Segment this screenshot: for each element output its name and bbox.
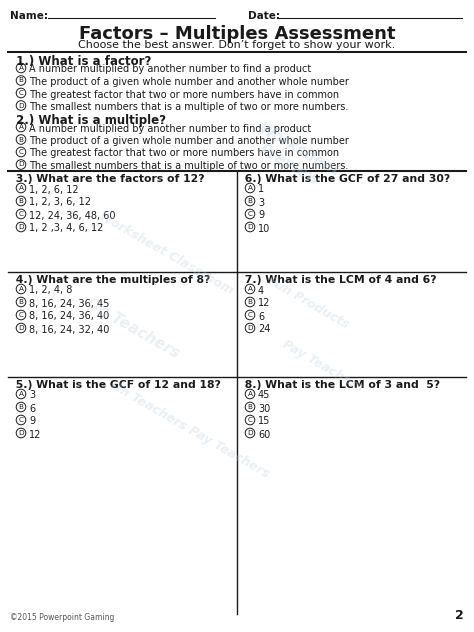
Text: 3: 3 <box>29 391 35 401</box>
Text: A: A <box>18 286 24 292</box>
Text: C: C <box>18 149 24 155</box>
Text: A: A <box>247 286 253 292</box>
Text: 8.) What is the LCM of 3 and  5?: 8.) What is the LCM of 3 and 5? <box>241 380 440 390</box>
Text: 1, 2 ,3, 4, 6, 12: 1, 2 ,3, 4, 6, 12 <box>29 224 103 233</box>
Text: 7.) What is the LCM of 4 and 6?: 7.) What is the LCM of 4 and 6? <box>241 275 437 285</box>
Text: B: B <box>18 137 24 142</box>
Text: D: D <box>247 430 253 436</box>
Text: A: A <box>247 185 253 191</box>
Text: D: D <box>18 162 24 167</box>
Text: 1: 1 <box>258 185 264 195</box>
Text: A: A <box>18 65 24 71</box>
Text: Factors – Multiples Assessment: Factors – Multiples Assessment <box>79 25 395 43</box>
Text: On Teachers: On Teachers <box>83 296 182 362</box>
Text: 12: 12 <box>29 430 41 439</box>
Text: 30: 30 <box>258 403 270 413</box>
Text: 45: 45 <box>258 391 270 401</box>
Text: C: C <box>18 211 24 217</box>
Text: C: C <box>247 417 253 423</box>
Text: C: C <box>18 417 24 423</box>
Text: B: B <box>18 78 24 83</box>
Text: The product of a given whole number and another whole number: The product of a given whole number and … <box>29 77 349 87</box>
Text: B: B <box>247 299 253 305</box>
Text: 6: 6 <box>29 403 35 413</box>
Text: D: D <box>18 430 24 436</box>
Text: On Teachers Pay Teachers: On Teachers Pay Teachers <box>108 379 272 481</box>
Text: 1, 2, 6, 12: 1, 2, 6, 12 <box>29 185 79 195</box>
Text: A: A <box>18 391 24 397</box>
Text: 3: 3 <box>258 197 264 207</box>
Text: The greatest factor that two or more numbers have in common: The greatest factor that two or more num… <box>29 149 339 159</box>
Text: A number multiplied by another number to find a product: A number multiplied by another number to… <box>29 123 311 133</box>
Text: The product of a given whole number and another whole number: The product of a given whole number and … <box>29 136 349 146</box>
Text: Choose the best answer. Don’t forget to show your work.: Choose the best answer. Don’t forget to … <box>78 40 396 50</box>
Text: 6: 6 <box>258 312 264 322</box>
Text: B: B <box>18 198 24 204</box>
Text: 60: 60 <box>258 430 270 439</box>
Text: C: C <box>18 312 24 318</box>
Text: 2: 2 <box>455 609 464 622</box>
Text: 8, 16, 24, 36, 45: 8, 16, 24, 36, 45 <box>29 298 109 308</box>
Text: A: A <box>247 391 253 397</box>
Text: 6.) What is the GCF of 27 and 30?: 6.) What is the GCF of 27 and 30? <box>241 174 450 184</box>
Text: 9: 9 <box>258 210 264 221</box>
Text: 8, 16, 24, 36, 40: 8, 16, 24, 36, 40 <box>29 312 109 322</box>
Text: Worksheet Classroom: Worksheet Classroom <box>96 209 236 296</box>
Text: 2.) What is a multiple?: 2.) What is a multiple? <box>12 114 166 127</box>
Text: 24: 24 <box>258 324 270 334</box>
Text: 9: 9 <box>29 416 35 427</box>
Text: 15: 15 <box>258 416 270 427</box>
Text: 4: 4 <box>258 286 264 296</box>
Text: B: B <box>18 404 24 410</box>
Text: D: D <box>18 224 24 230</box>
Text: A: A <box>18 185 24 191</box>
Text: 1, 2, 3, 6, 12: 1, 2, 3, 6, 12 <box>29 197 91 207</box>
Text: B: B <box>18 299 24 305</box>
Text: 8, 16, 24, 32, 40: 8, 16, 24, 32, 40 <box>29 324 109 334</box>
Text: D: D <box>247 224 253 230</box>
Text: A: A <box>18 124 24 130</box>
Text: 1.) What is a factor?: 1.) What is a factor? <box>12 55 151 68</box>
Text: 4.) What are the multiples of 8?: 4.) What are the multiples of 8? <box>12 275 210 285</box>
Text: The smallest numbers that is a multiple of two or more numbers.: The smallest numbers that is a multiple … <box>29 102 348 112</box>
Text: A number multiplied by another number to find a product: A number multiplied by another number to… <box>29 64 311 75</box>
Text: D: D <box>18 325 24 331</box>
Text: C: C <box>18 90 24 96</box>
Text: 12: 12 <box>258 298 270 308</box>
Text: D: D <box>18 102 24 109</box>
Text: Pay Teachers: Pay Teachers <box>280 338 365 395</box>
Text: C: C <box>247 312 253 318</box>
Text: 5.) What is the GCF of 12 and 18?: 5.) What is the GCF of 12 and 18? <box>12 380 221 390</box>
Text: B: B <box>247 198 253 204</box>
Text: The smallest numbers that is a multiple of two or more numbers.: The smallest numbers that is a multiple … <box>29 161 348 171</box>
Text: The greatest factor that two or more numbers have in common: The greatest factor that two or more num… <box>29 90 339 99</box>
Text: ©2015 Powerpoint Gaming: ©2015 Powerpoint Gaming <box>10 613 114 622</box>
Text: 12, 24, 36, 48, 60: 12, 24, 36, 48, 60 <box>29 210 116 221</box>
Text: 3.) What are the factors of 12?: 3.) What are the factors of 12? <box>12 174 205 184</box>
Text: D: D <box>247 325 253 331</box>
Text: Worksheet
Preview: Worksheet Preview <box>246 121 342 195</box>
Text: Name:: Name: <box>10 11 48 21</box>
Text: C: C <box>247 211 253 217</box>
Text: Fun Products: Fun Products <box>265 275 351 332</box>
Text: 1, 2, 4, 8: 1, 2, 4, 8 <box>29 286 73 296</box>
Text: B: B <box>247 404 253 410</box>
Text: 10: 10 <box>258 224 270 233</box>
Text: Date:: Date: <box>248 11 280 21</box>
